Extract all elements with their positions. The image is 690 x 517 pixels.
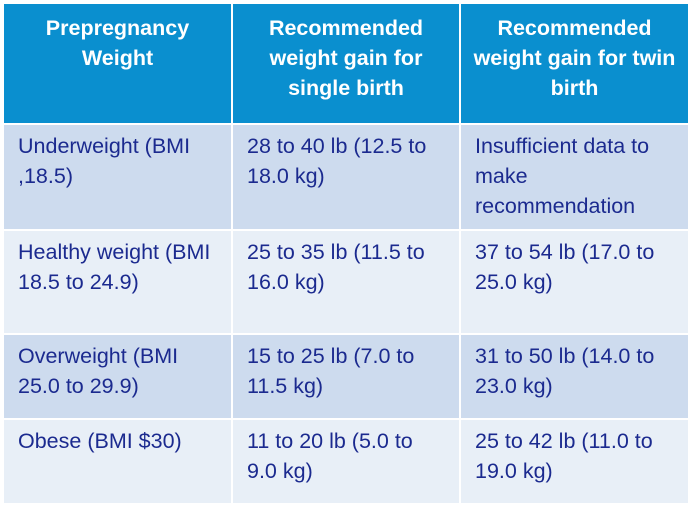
header-twin-birth: Recommended weight gain for twin birth [459,2,690,125]
cell-single-gain: 28 to 40 lb (12.5 to 18.0 kg) [231,123,461,231]
cell-single-gain: 11 to 20 lb (5.0 to 9.0 kg) [231,418,461,505]
cell-category: Underweight (BMI ,18.5) [2,123,233,231]
header-row: Prepregnancy Weight Recommended weight g… [2,2,690,125]
cell-twin-gain: 31 to 50 lb (14.0 to 23.0 kg) [459,333,690,420]
cell-twin-gain: 37 to 54 lb (17.0 to 25.0 kg) [459,229,690,335]
table-row-obese: Obese (BMI $30) 11 to 20 lb (5.0 to 9.0 … [2,418,690,505]
header-single-birth: Recommended weight gain for single birth [231,2,461,125]
cell-single-gain: 15 to 25 lb (7.0 to 11.5 kg) [231,333,461,420]
cell-category: Healthy weight (BMI 18.5 to 24.9) [2,229,233,335]
table-row-healthy: Healthy weight (BMI 18.5 to 24.9) 25 to … [2,229,690,335]
cell-twin-gain: 25 to 42 lb (11.0 to 19.0 kg) [459,418,690,505]
table-row-underweight: Underweight (BMI ,18.5) 28 to 40 lb (12.… [2,123,690,231]
table-row-overweight: Overweight (BMI 25.0 to 29.9) 15 to 25 l… [2,333,690,420]
cell-category: Overweight (BMI 25.0 to 29.9) [2,333,233,420]
cell-single-gain: 25 to 35 lb (11.5 to 16.0 kg) [231,229,461,335]
weight-gain-table: Prepregnancy Weight Recommended weight g… [2,2,690,505]
header-prepregnancy-weight: Prepregnancy Weight [2,2,233,125]
cell-twin-gain: Insufficient data to make recommendation [459,123,690,231]
cell-category: Obese (BMI $30) [2,418,233,505]
